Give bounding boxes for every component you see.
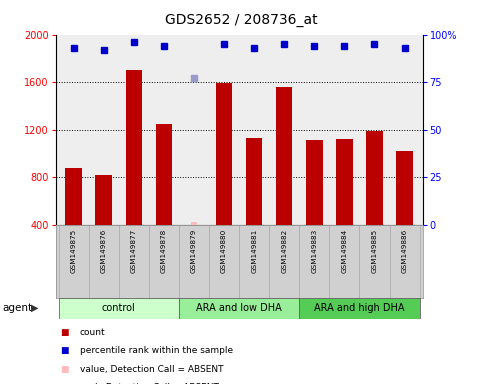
Bar [89, 225, 119, 298]
Text: ▶: ▶ [31, 303, 39, 313]
Bar [269, 225, 299, 298]
Bar [359, 225, 389, 298]
Text: GSM149883: GSM149883 [312, 228, 317, 273]
Text: GSM149878: GSM149878 [161, 228, 167, 273]
Text: ARA and low DHA: ARA and low DHA [196, 303, 282, 313]
Bar [276, 87, 293, 225]
Bar [366, 131, 383, 225]
Bar [179, 225, 209, 298]
Text: rank, Detection Call = ABSENT: rank, Detection Call = ABSENT [80, 383, 219, 384]
Bar [396, 151, 413, 225]
Bar [149, 225, 179, 298]
Bar [58, 298, 179, 319]
Text: ARA and high DHA: ARA and high DHA [314, 303, 405, 313]
Text: GSM149876: GSM149876 [100, 228, 107, 273]
Bar [96, 175, 112, 225]
Bar [239, 225, 269, 298]
Text: GSM149880: GSM149880 [221, 228, 227, 273]
Text: ■: ■ [60, 364, 69, 374]
Text: agent: agent [2, 303, 32, 313]
Bar [65, 168, 82, 225]
Text: GSM149882: GSM149882 [281, 228, 287, 273]
Bar [156, 124, 172, 225]
Bar [209, 225, 239, 298]
Text: ■: ■ [60, 328, 69, 337]
Text: percentile rank within the sample: percentile rank within the sample [80, 346, 233, 355]
Text: GSM149879: GSM149879 [191, 228, 197, 273]
Bar [299, 298, 420, 319]
Bar [306, 140, 323, 225]
Bar [119, 225, 149, 298]
Bar [58, 225, 89, 298]
Bar [246, 138, 262, 225]
Bar [126, 70, 142, 225]
Bar [389, 225, 420, 298]
Text: ■: ■ [60, 383, 69, 384]
Bar [336, 139, 353, 225]
Bar [216, 83, 232, 225]
Text: count: count [80, 328, 105, 337]
Text: GSM149875: GSM149875 [71, 228, 77, 273]
Text: GSM149877: GSM149877 [131, 228, 137, 273]
Text: GSM149886: GSM149886 [401, 228, 408, 273]
Text: ■: ■ [60, 346, 69, 355]
Bar [299, 225, 329, 298]
Bar [179, 298, 299, 319]
Text: control: control [102, 303, 136, 313]
Text: GSM149885: GSM149885 [371, 228, 378, 273]
Text: GSM149881: GSM149881 [251, 228, 257, 273]
Text: GDS2652 / 208736_at: GDS2652 / 208736_at [165, 13, 318, 27]
Text: GSM149884: GSM149884 [341, 228, 347, 273]
Bar [329, 225, 359, 298]
Bar [191, 222, 197, 225]
Text: value, Detection Call = ABSENT: value, Detection Call = ABSENT [80, 364, 223, 374]
